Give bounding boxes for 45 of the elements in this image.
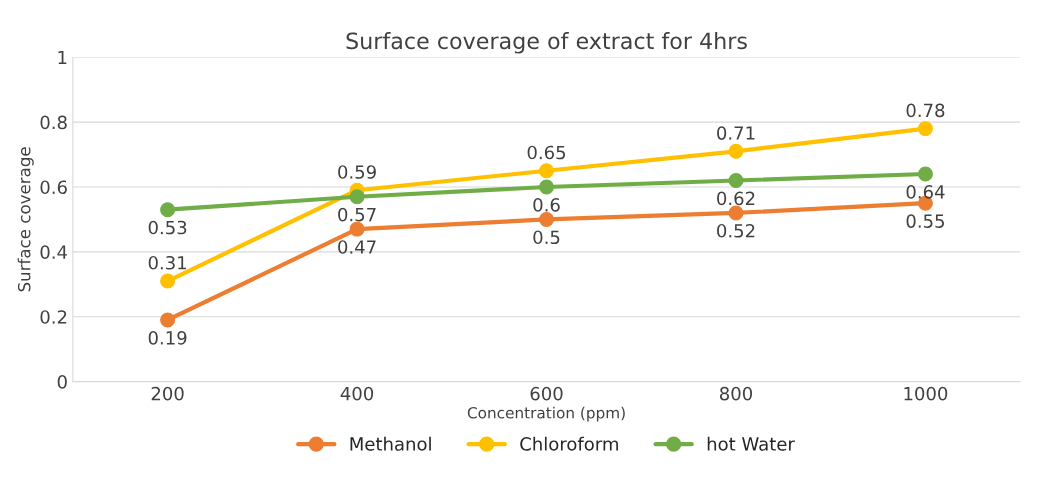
y-axis-title: Surface coverage: [17, 147, 34, 292]
data-label: 0.62: [717, 191, 755, 206]
data-label: 0.53: [148, 220, 187, 235]
legend-label: Methanol: [350, 436, 431, 451]
chart-title: Surface coverage of extract for 4hrs: [346, 32, 747, 54]
point: [539, 211, 554, 227]
legend-label: Chloroform: [520, 436, 618, 451]
x-tick-label: 800: [719, 386, 753, 401]
data-label: 0.64: [906, 185, 945, 199]
point: [160, 312, 176, 328]
data-label: 0.31: [148, 255, 187, 270]
point: [728, 205, 744, 221]
data-label: 0.52: [717, 223, 755, 238]
point: [728, 173, 744, 188]
x-tick-label: 200: [151, 386, 184, 401]
y-tick-label: 0.4: [40, 245, 67, 259]
x-axis-title: Concentration (ppm): [467, 406, 625, 422]
x-tick-label: 600: [530, 386, 563, 401]
data-label: 0.57: [338, 207, 376, 222]
y-tick-label: 0.2: [40, 310, 67, 324]
point: [539, 179, 554, 195]
point: [917, 166, 933, 182]
data-label: 0.78: [906, 103, 945, 118]
y-tick-label: 0.8: [40, 115, 67, 130]
y-tick-label: 0.6: [40, 180, 67, 195]
x-tick-label: 1000: [904, 386, 948, 401]
point: [917, 121, 933, 137]
point: [349, 189, 365, 205]
data-label: 0.5: [533, 230, 560, 245]
point: [349, 221, 365, 237]
data-label: 0.6: [533, 198, 560, 212]
data-label: 0.47: [338, 240, 376, 254]
point: [160, 202, 176, 218]
point: [539, 163, 554, 179]
y-tick-label: 0: [57, 375, 67, 389]
data-label: 0.19: [148, 331, 187, 345]
data-label: 0.71: [717, 126, 755, 140]
point: [728, 143, 744, 159]
y-tick-label: 1: [58, 50, 67, 65]
point: [160, 273, 176, 289]
legend-label: hot Water: [707, 436, 795, 451]
data-label: 0.59: [338, 165, 376, 179]
x-tick-label: 400: [340, 386, 374, 401]
data-label: 0.55: [906, 214, 944, 228]
data-label: 0.65: [527, 145, 566, 160]
